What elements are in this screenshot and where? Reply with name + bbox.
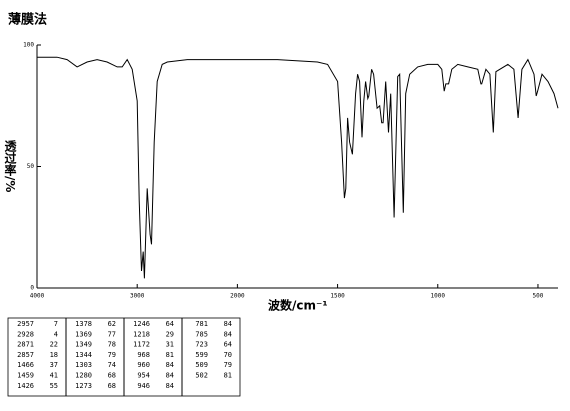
peak-transmittance: 84 (166, 372, 174, 380)
y-tick-label: 0 (30, 285, 34, 292)
peak-transmittance: 70 (224, 351, 232, 359)
peak-wavenumber: 1246 (133, 320, 150, 328)
peak-transmittance: 84 (224, 330, 232, 338)
peak-transmittance: 22 (50, 341, 58, 349)
peak-transmittance: 74 (108, 361, 116, 369)
peak-wavenumber: 1344 (75, 351, 92, 359)
peak-transmittance: 62 (108, 320, 116, 328)
peak-wavenumber: 723 (195, 341, 208, 349)
peak-transmittance: 84 (166, 382, 174, 390)
peak-wavenumber: 599 (195, 351, 208, 359)
peak-transmittance: 7 (54, 320, 58, 328)
peak-wavenumber: 1280 (75, 372, 92, 380)
chart-title: 薄膜法 (8, 12, 47, 28)
peak-transmittance: 79 (224, 361, 232, 369)
peak-transmittance: 37 (50, 361, 58, 369)
peak-wavenumber: 1303 (75, 361, 92, 369)
peak-wavenumber: 946 (137, 382, 150, 390)
y-tick-label: 50 (27, 163, 35, 170)
peak-wavenumber: 954 (137, 372, 150, 380)
peak-transmittance: 31 (166, 341, 174, 349)
peak-wavenumber: 1378 (75, 320, 92, 328)
peak-transmittance: 68 (108, 382, 116, 390)
peak-transmittance: 18 (50, 351, 58, 359)
peak-transmittance: 29 (166, 330, 174, 338)
x-tick-label: 3000 (130, 293, 145, 300)
peak-wavenumber: 502 (195, 372, 208, 380)
peak-wavenumber: 1426 (17, 382, 34, 390)
peak-transmittance: 84 (166, 361, 174, 369)
peak-wavenumber: 1369 (75, 330, 92, 338)
peak-transmittance: 55 (50, 382, 58, 390)
x-tick-label: 1000 (431, 293, 446, 300)
peak-transmittance: 64 (166, 320, 174, 328)
peak-wavenumber: 1218 (133, 330, 150, 338)
peak-transmittance: 79 (108, 351, 116, 359)
peak-wavenumber: 1273 (75, 382, 92, 390)
peak-transmittance: 84 (224, 320, 232, 328)
peak-wavenumber: 509 (195, 361, 208, 369)
peak-transmittance: 81 (166, 351, 174, 359)
peak-wavenumber: 1459 (17, 372, 34, 380)
peak-wavenumber: 2857 (17, 351, 34, 359)
peak-wavenumber: 2928 (17, 330, 34, 338)
peak-wavenumber: 781 (195, 320, 208, 328)
peak-transmittance: 68 (108, 372, 116, 380)
x-tick-label: 500 (533, 293, 544, 300)
x-tick-label: 2000 (230, 293, 245, 300)
peak-transmittance: 78 (108, 341, 116, 349)
y-tick-label: 100 (23, 42, 34, 49)
peak-transmittance: 81 (224, 372, 232, 380)
x-tick-label: 1500 (330, 293, 345, 300)
peak-wavenumber: 1349 (75, 341, 92, 349)
peak-wavenumber: 785 (195, 330, 208, 338)
peak-wavenumber: 2871 (17, 341, 34, 349)
peak-transmittance: 4 (54, 330, 58, 338)
peak-wavenumber: 1172 (133, 341, 150, 349)
peak-wavenumber: 968 (137, 351, 150, 359)
x-tick-label: 4000 (30, 293, 45, 300)
y-axis-label: 透过率/% (3, 140, 17, 193)
peak-wavenumber: 1466 (17, 361, 34, 369)
peak-transmittance: 64 (224, 341, 232, 349)
peak-wavenumber: 2957 (17, 320, 34, 328)
peak-wavenumber: 960 (137, 361, 150, 369)
spectrum-line (37, 56, 559, 279)
peak-transmittance: 41 (50, 372, 58, 380)
x-axis-label: 波数/cm⁻¹ (268, 298, 328, 313)
peak-transmittance: 77 (108, 330, 116, 338)
